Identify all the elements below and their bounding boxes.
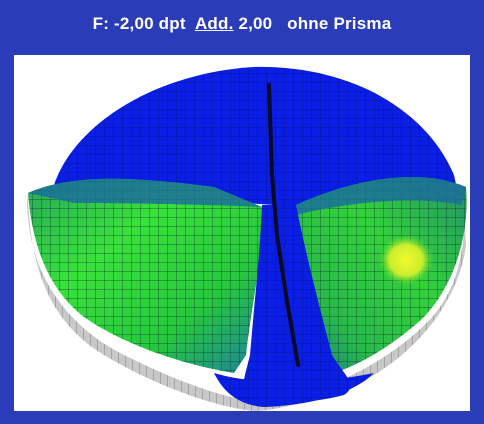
sphere-power: F: -2,00 dpt: [92, 14, 186, 33]
progression-corridor: [243, 205, 351, 403]
prism-label: ohne Prisma: [287, 14, 392, 33]
lens-surface-plot: [14, 55, 470, 411]
addition-value: 2,00: [238, 14, 273, 33]
principal-meridian-line: [267, 83, 300, 367]
distance-zone: [54, 66, 460, 205]
addition-label: Add.: [194, 14, 234, 33]
yellow-astigmatism-spot: [378, 234, 434, 286]
progressive-lens-3d-map: [27, 66, 467, 411]
left-peripheral-zone: [28, 178, 263, 373]
near-zone: [214, 373, 374, 407]
right-peripheral-zone: [296, 176, 467, 373]
lens-title: F: -2,00 dpt Add. 2,00 ohne Prisma: [0, 14, 484, 34]
